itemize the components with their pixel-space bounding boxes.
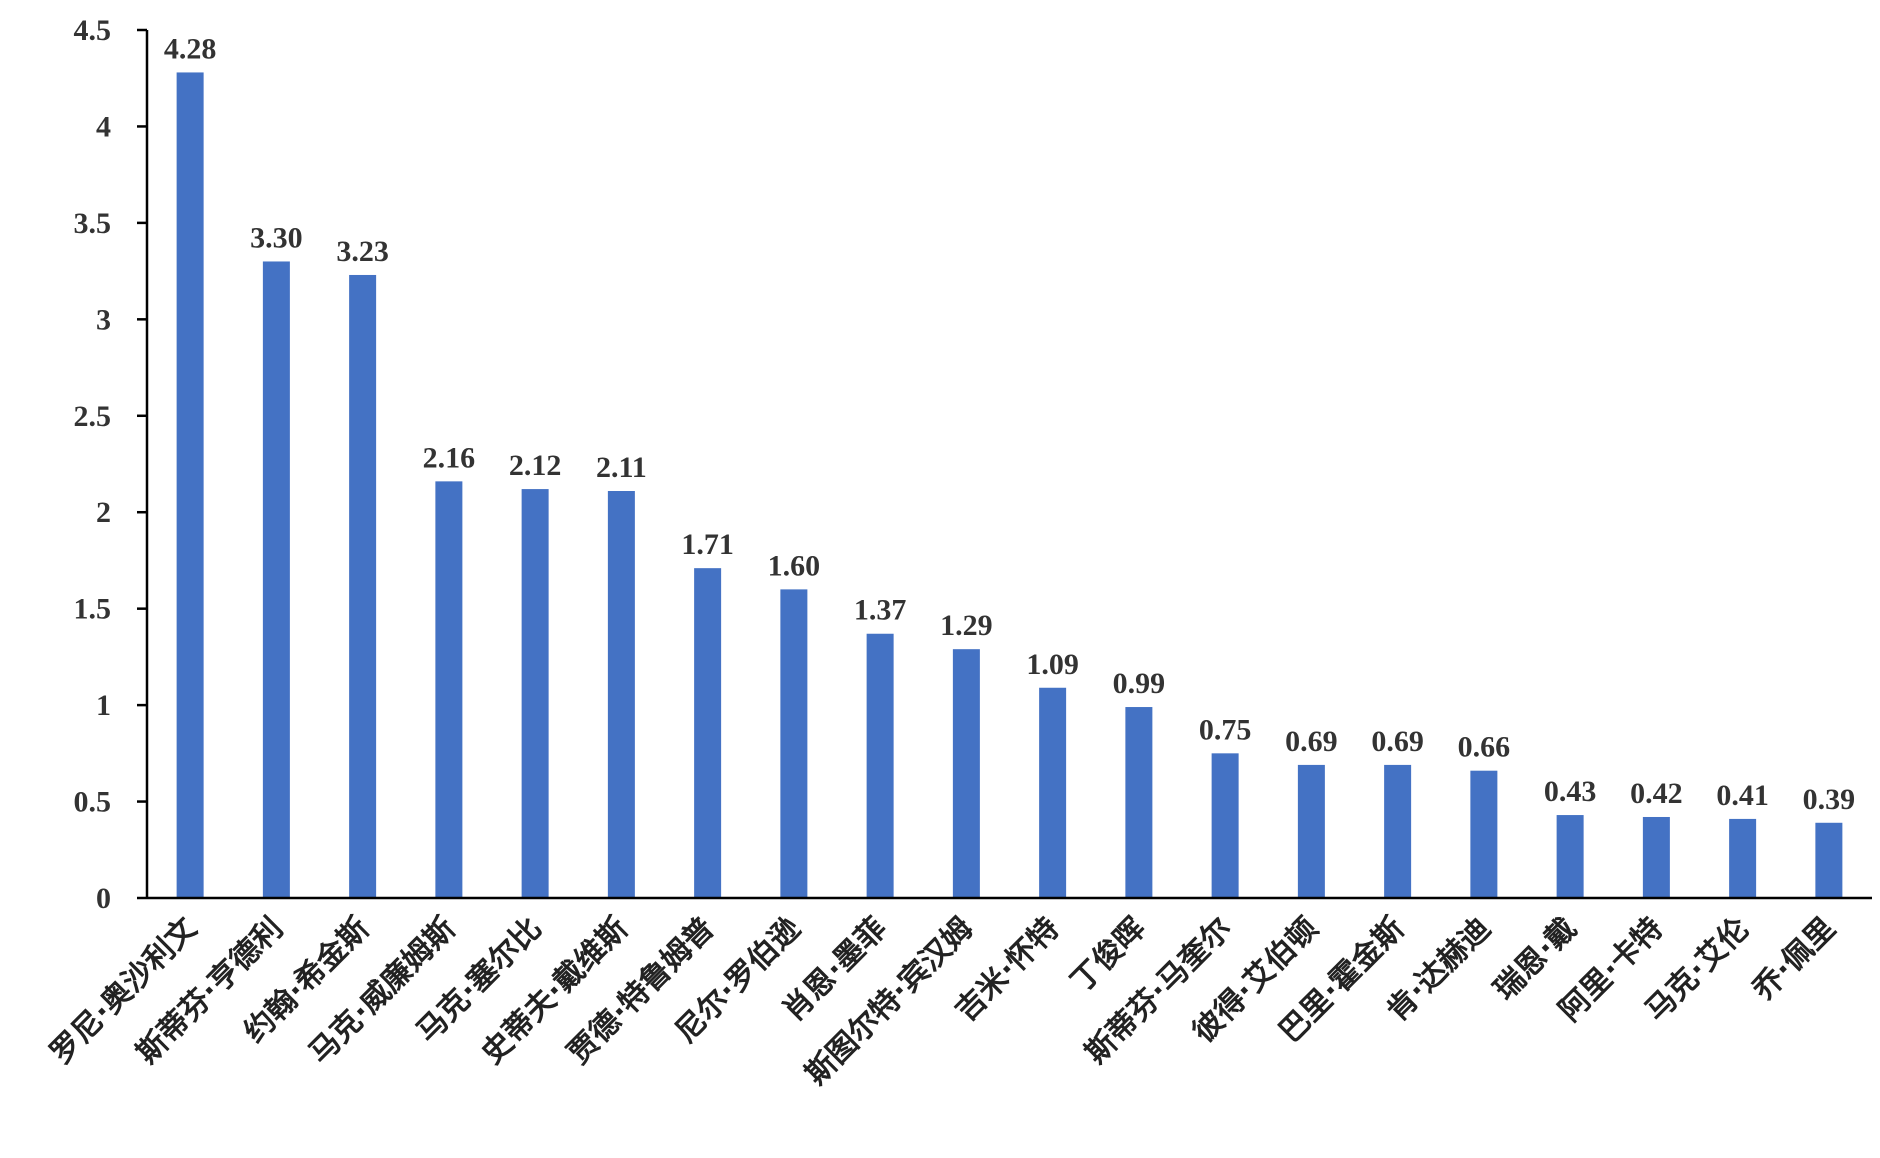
y-tick-label: 2.5 — [74, 400, 112, 433]
y-tick-label: 2 — [96, 496, 111, 529]
data-label: 2.11 — [596, 451, 647, 484]
data-label: 0.42 — [1630, 777, 1683, 810]
bar — [521, 489, 549, 898]
bar — [349, 274, 377, 899]
bar — [1642, 816, 1670, 898]
y-tick-label: 4.5 — [74, 14, 112, 47]
y-tick-label: 4 — [96, 110, 111, 143]
bar — [1384, 764, 1412, 898]
bar — [866, 633, 894, 898]
bar — [435, 481, 463, 898]
data-label: 1.71 — [681, 528, 734, 561]
bar — [780, 589, 808, 898]
data-label: 1.60 — [768, 549, 821, 582]
data-label: 0.99 — [1113, 667, 1166, 700]
data-label: 3.30 — [250, 221, 303, 254]
x-category-label: 乔·佩里 — [1746, 911, 1842, 1007]
bar — [1211, 753, 1239, 898]
bar — [1039, 687, 1067, 898]
data-label: 0.69 — [1285, 725, 1338, 758]
y-tick-label: 0.5 — [74, 786, 112, 819]
y-tick-label: 3 — [96, 303, 111, 336]
y-tick-label: 3.5 — [74, 207, 112, 240]
bar — [694, 568, 722, 898]
y-axis: 0 0.5 1 1.5 2 2.5 3 3.5 4 4.5 — [74, 14, 149, 915]
bar — [1297, 764, 1325, 898]
x-category-label: 罗尼·奥沙利文 — [44, 911, 204, 1071]
y-tick-label: 1.5 — [74, 593, 112, 626]
data-label: 3.23 — [336, 235, 389, 268]
data-label: 4.28 — [164, 32, 217, 65]
bar — [607, 491, 635, 898]
data-label: 0.75 — [1199, 713, 1252, 746]
y-tick-label: 1 — [96, 689, 111, 722]
bar — [1815, 822, 1843, 898]
data-label: 1.29 — [940, 609, 993, 642]
data-label: 0.69 — [1371, 725, 1424, 758]
category-labels: 罗尼·奥沙利文斯蒂芬·亨德利约翰·希金斯马克·威廉姆斯马克·塞尔比史蒂夫·戴维斯… — [44, 910, 1843, 1092]
data-label: 1.09 — [1026, 648, 1079, 681]
data-label: 0.39 — [1803, 783, 1856, 816]
data-label: 1.37 — [854, 594, 907, 627]
data-labels: 4.28 3.30 3.23 2.16 2.12 2.11 1.71 1.60 1.37 1.29… — [164, 32, 1855, 815]
bar — [1556, 815, 1584, 898]
data-label: 0.66 — [1458, 731, 1511, 764]
y-tick-label: 0 — [96, 882, 111, 915]
data-label: 0.41 — [1716, 779, 1769, 812]
bars — [176, 72, 1843, 899]
data-label: 2.16 — [423, 441, 476, 474]
bar — [1729, 818, 1757, 898]
bar — [1470, 770, 1498, 898]
bar — [952, 649, 980, 898]
bar — [262, 261, 290, 898]
data-label: 2.12 — [509, 449, 562, 482]
bar — [1125, 707, 1153, 898]
bar — [176, 72, 204, 899]
data-label: 0.43 — [1544, 775, 1597, 808]
